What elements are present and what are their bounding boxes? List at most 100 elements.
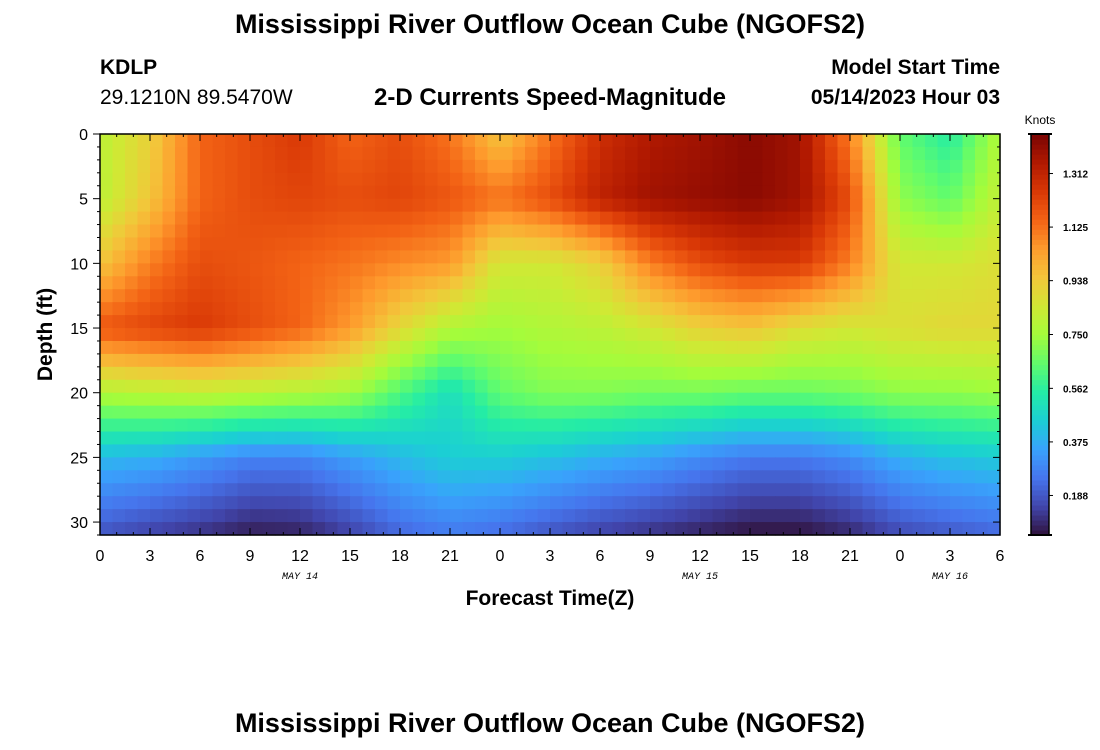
heatmap-cell [650, 146, 664, 161]
heatmap-cell [562, 185, 576, 200]
heatmap-cell [962, 340, 976, 355]
heatmap-cell [487, 444, 501, 458]
heatmap-cell [350, 315, 364, 329]
heatmap-cell [575, 457, 589, 471]
heatmap-cell [200, 483, 214, 497]
heatmap-cell [987, 172, 1001, 187]
heatmap-cell [875, 146, 889, 161]
heatmap-cell [387, 483, 401, 497]
heatmap-cell [375, 211, 389, 226]
heatmap-cell [550, 522, 564, 536]
heatmap-cell [912, 146, 926, 161]
heatmap-cell [250, 496, 264, 510]
heatmap-cell [950, 509, 964, 523]
heatmap-cell [100, 328, 114, 342]
heatmap-cell [337, 431, 351, 446]
heatmap-cell [125, 198, 139, 213]
heatmap-cell [487, 237, 501, 252]
heatmap-cell [862, 250, 876, 264]
heatmap-cell [862, 353, 876, 368]
heatmap-cell [162, 198, 176, 213]
heatmap-cell [312, 146, 326, 161]
heatmap-cell [125, 134, 139, 148]
heatmap-cell [787, 146, 801, 161]
heatmap-cell [362, 237, 376, 252]
heatmap-cell [837, 211, 851, 226]
heatmap-cell [487, 134, 501, 148]
y-tick-label: 30 [70, 515, 88, 532]
heatmap-cell [887, 444, 901, 458]
colorbar-segment [1031, 209, 1049, 215]
heatmap-cell [512, 405, 526, 420]
heatmap-cell [450, 198, 464, 213]
heatmap-cell [912, 250, 926, 264]
heatmap-cell [200, 237, 214, 252]
heatmap-cell [275, 366, 289, 381]
heatmap-cell [400, 353, 414, 368]
heatmap-cell [312, 405, 326, 420]
heatmap-cell [250, 328, 264, 342]
heatmap-cell [962, 263, 976, 277]
heatmap-cell [700, 302, 714, 316]
heatmap-cell [150, 457, 164, 471]
heatmap-cell [950, 328, 964, 342]
heatmap-cell [750, 224, 764, 239]
x-tick-label: 21 [441, 548, 459, 565]
heatmap-cell [750, 379, 764, 394]
heatmap-cell [550, 366, 564, 381]
heatmap-cell [875, 418, 889, 433]
heatmap-cell [350, 198, 364, 213]
heatmap-cell [900, 146, 914, 161]
heatmap-cell [862, 198, 876, 213]
heatmap-cell [450, 302, 464, 316]
heatmap-cell [975, 470, 989, 484]
heatmap-cell [162, 328, 176, 342]
heatmap-cell [725, 289, 739, 303]
heatmap-cell [837, 172, 851, 187]
heatmap-cell [525, 198, 539, 213]
heatmap-cell [550, 159, 564, 174]
heatmap-cell [150, 224, 164, 239]
heatmap-cell [212, 392, 226, 407]
heatmap-cell [250, 276, 264, 290]
heatmap-cell [375, 353, 389, 368]
heatmap-cell [437, 237, 451, 252]
heatmap-cell [575, 159, 589, 174]
heatmap-cell [337, 134, 351, 148]
heatmap-cell [325, 418, 339, 433]
heatmap-cell [175, 134, 189, 148]
heatmap-cell [300, 431, 314, 446]
heatmap-cell [762, 431, 776, 446]
heatmap-cell [325, 237, 339, 252]
heatmap-cell [925, 457, 939, 471]
heatmap-cell [450, 457, 464, 471]
heatmap-cell [550, 496, 564, 510]
heatmap-cell [362, 276, 376, 290]
heatmap-cell [800, 289, 814, 303]
heatmap-cell [475, 250, 489, 264]
heatmap-cell [637, 328, 651, 342]
heatmap-cell [237, 470, 251, 484]
heatmap-cell [775, 509, 789, 523]
heatmap-cell [750, 302, 764, 316]
heatmap-cell [925, 134, 939, 148]
heatmap-cell [412, 289, 426, 303]
heatmap-cell [437, 405, 451, 420]
heatmap-cell [262, 444, 276, 458]
heatmap-cell [587, 276, 601, 290]
heatmap-cell [375, 496, 389, 510]
heatmap-cell [337, 146, 351, 161]
heatmap-cell [937, 289, 951, 303]
heatmap-cell [412, 379, 426, 394]
heatmap-cell [700, 134, 714, 148]
heatmap-cell [837, 340, 851, 355]
heatmap-cell [550, 315, 564, 329]
heatmap-cell [825, 263, 839, 277]
heatmap-cell [550, 263, 564, 277]
heatmap-cell [487, 276, 501, 290]
heatmap-cell [975, 483, 989, 497]
colorbar-segment [1031, 504, 1049, 511]
heatmap-cell [750, 134, 764, 148]
heatmap-cell [512, 418, 526, 433]
heatmap-cell [162, 444, 176, 458]
